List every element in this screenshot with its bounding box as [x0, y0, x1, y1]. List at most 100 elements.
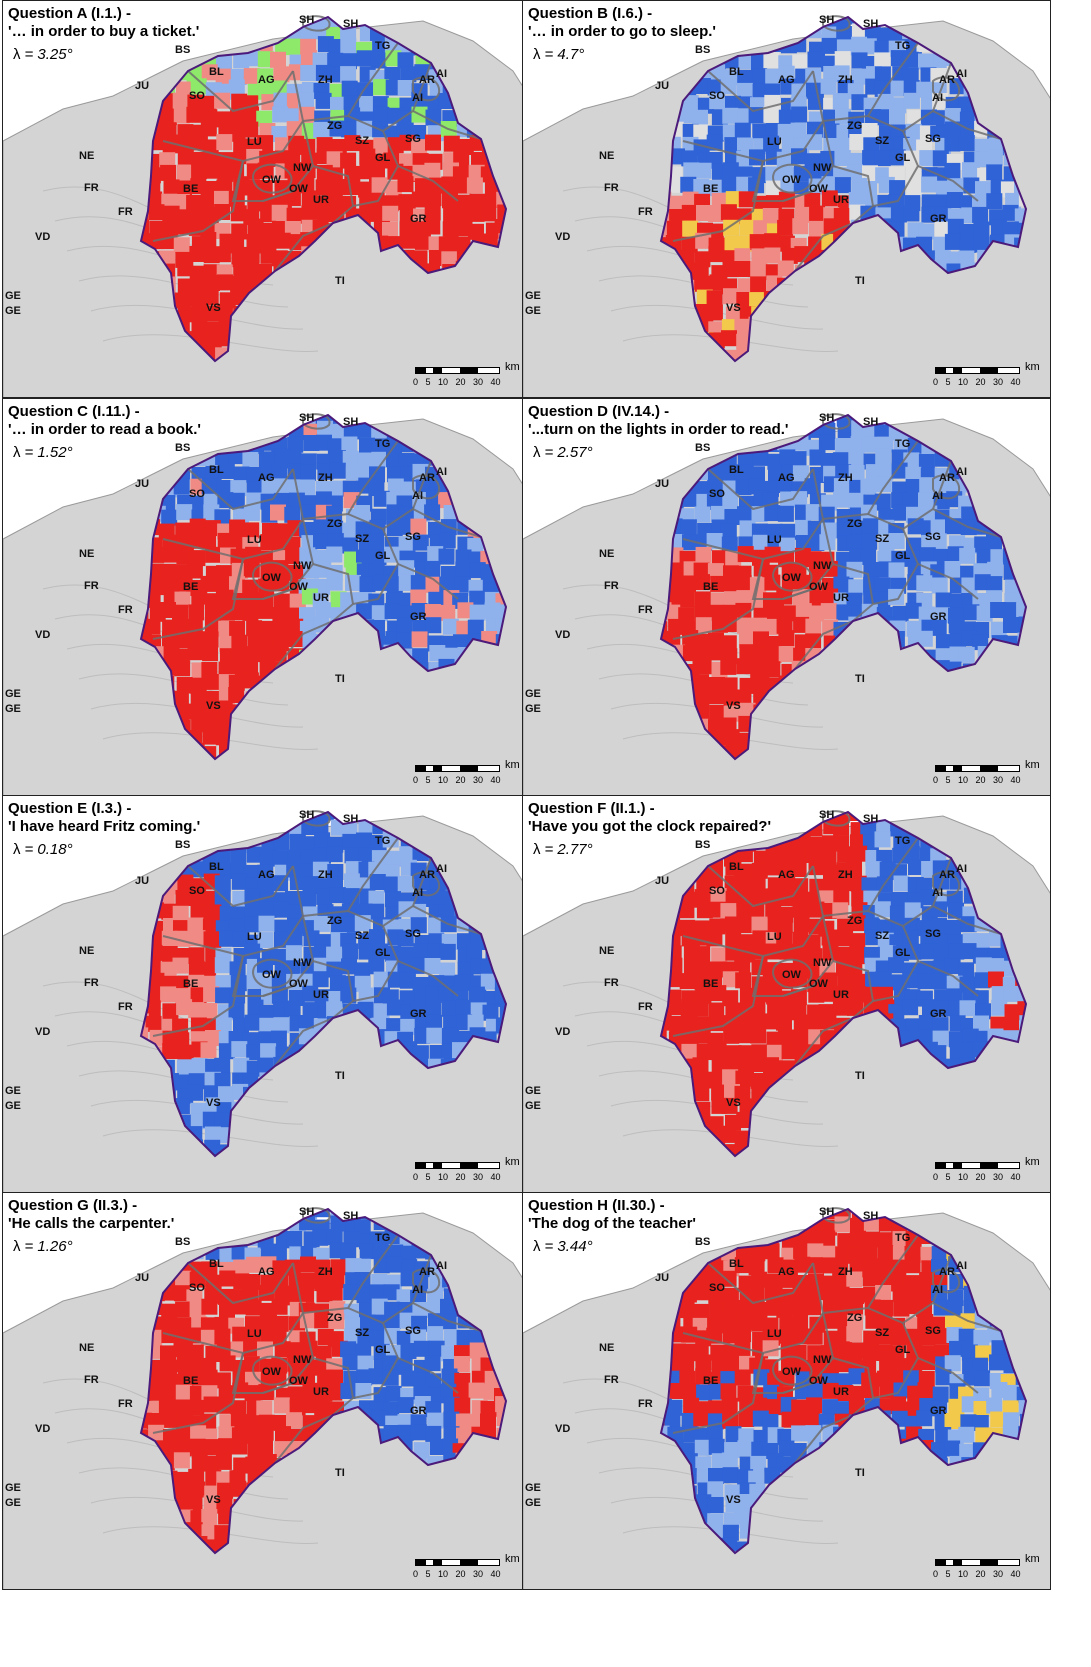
map-cell	[722, 22, 739, 39]
map-cell	[314, 578, 331, 595]
map-cell	[804, 574, 821, 591]
map-cell	[919, 547, 936, 564]
map-cell	[721, 1097, 738, 1114]
map-cell	[231, 634, 248, 651]
map-cell	[807, 1015, 824, 1032]
map-cell	[244, 1218, 261, 1235]
map-cell	[918, 1015, 935, 1031]
map-cell	[301, 190, 318, 207]
map-cell	[902, 51, 919, 68]
map-cell	[874, 150, 891, 167]
map-cell	[806, 134, 823, 151]
map-cell	[261, 415, 277, 423]
map-cell	[190, 178, 207, 195]
panel-question-text: 'Have you got the clock repaired?'	[528, 818, 772, 835]
canton-label: ZH	[838, 74, 853, 86]
map-cell	[750, 1072, 767, 1089]
map-cell	[986, 576, 1003, 593]
map-cell	[411, 631, 428, 648]
lambda-number: = 2.77°	[544, 841, 593, 858]
map-cell	[738, 917, 755, 934]
map-cell	[397, 875, 414, 892]
scale-segment	[952, 766, 963, 771]
map-cell	[751, 916, 768, 933]
map-cell	[795, 519, 812, 536]
map-cell	[214, 1112, 231, 1129]
canton-label: AG	[778, 472, 795, 484]
map-cell	[921, 176, 938, 193]
canton-label: VS	[726, 1097, 741, 1109]
map-cell	[495, 593, 506, 610]
map-cell	[312, 971, 329, 988]
map-cell	[963, 17, 980, 30]
map-cell	[1005, 25, 1022, 42]
map-cell	[214, 23, 231, 40]
map-cell	[1014, 812, 1026, 822]
scale-bar: km 0 5 10 20 30 40	[413, 361, 520, 391]
canton-border	[932, 110, 1002, 140]
map-cell	[357, 415, 374, 424]
map-cell	[987, 17, 1004, 27]
map-cell	[242, 415, 259, 426]
map-cell	[903, 80, 920, 96]
canton-border	[187, 865, 294, 908]
map-cell	[944, 135, 961, 152]
scale-segment	[459, 368, 478, 373]
map-cell	[443, 135, 460, 152]
canton-label: AI	[956, 466, 967, 478]
scale-segment	[442, 766, 460, 771]
lambda-symbol: λ	[13, 46, 21, 63]
map-cell	[425, 109, 442, 126]
map-cell	[721, 464, 738, 481]
map-cell	[246, 1256, 263, 1273]
map-cell	[833, 889, 850, 906]
map-cell	[426, 1027, 443, 1044]
map-cell	[327, 864, 344, 880]
panel-question-text: '… in order to buy a ticket.'	[8, 23, 200, 40]
map-cell	[162, 534, 179, 551]
map-cell	[141, 846, 150, 863]
map-cell	[191, 716, 208, 733]
map-cell	[358, 943, 375, 960]
map-cell	[162, 219, 179, 236]
map-cell	[343, 423, 360, 440]
map-cell	[678, 902, 695, 919]
map-cell	[329, 450, 346, 466]
map-cell	[865, 929, 882, 946]
map-cell	[327, 906, 344, 923]
map-cell	[229, 519, 246, 536]
map-cell	[243, 261, 260, 278]
map-cell	[846, 860, 862, 877]
canton-border	[682, 865, 825, 958]
map-cell	[750, 1056, 767, 1072]
map-cell	[846, 534, 863, 551]
map-cell	[695, 546, 712, 563]
map-cell	[806, 164, 823, 181]
map-cell	[314, 944, 330, 961]
map-cell	[386, 451, 402, 467]
map-cell	[214, 246, 231, 263]
map-cell	[848, 464, 865, 481]
map-cell	[891, 892, 908, 908]
map-cell	[945, 518, 961, 535]
map-cell	[286, 631, 303, 647]
canton-border	[302, 15, 331, 32]
canton-label: AI	[436, 466, 447, 478]
canton-label: FR	[84, 977, 99, 989]
map-cell	[371, 451, 388, 468]
map-cell	[215, 17, 232, 26]
map-cell	[724, 509, 741, 525]
map-cell	[247, 195, 264, 212]
map-cell	[399, 205, 416, 222]
map-cell	[669, 1016, 686, 1032]
map-cell	[314, 1259, 331, 1276]
canton-label: SG	[925, 928, 941, 940]
map-cell	[174, 591, 191, 608]
map-cell	[921, 889, 937, 906]
study-area-outline	[139, 810, 508, 1158]
map-cell	[247, 999, 264, 1016]
canton-border	[412, 474, 441, 500]
map-cell	[679, 973, 696, 990]
canton-label: TI	[335, 673, 345, 685]
map-cell	[284, 960, 301, 977]
